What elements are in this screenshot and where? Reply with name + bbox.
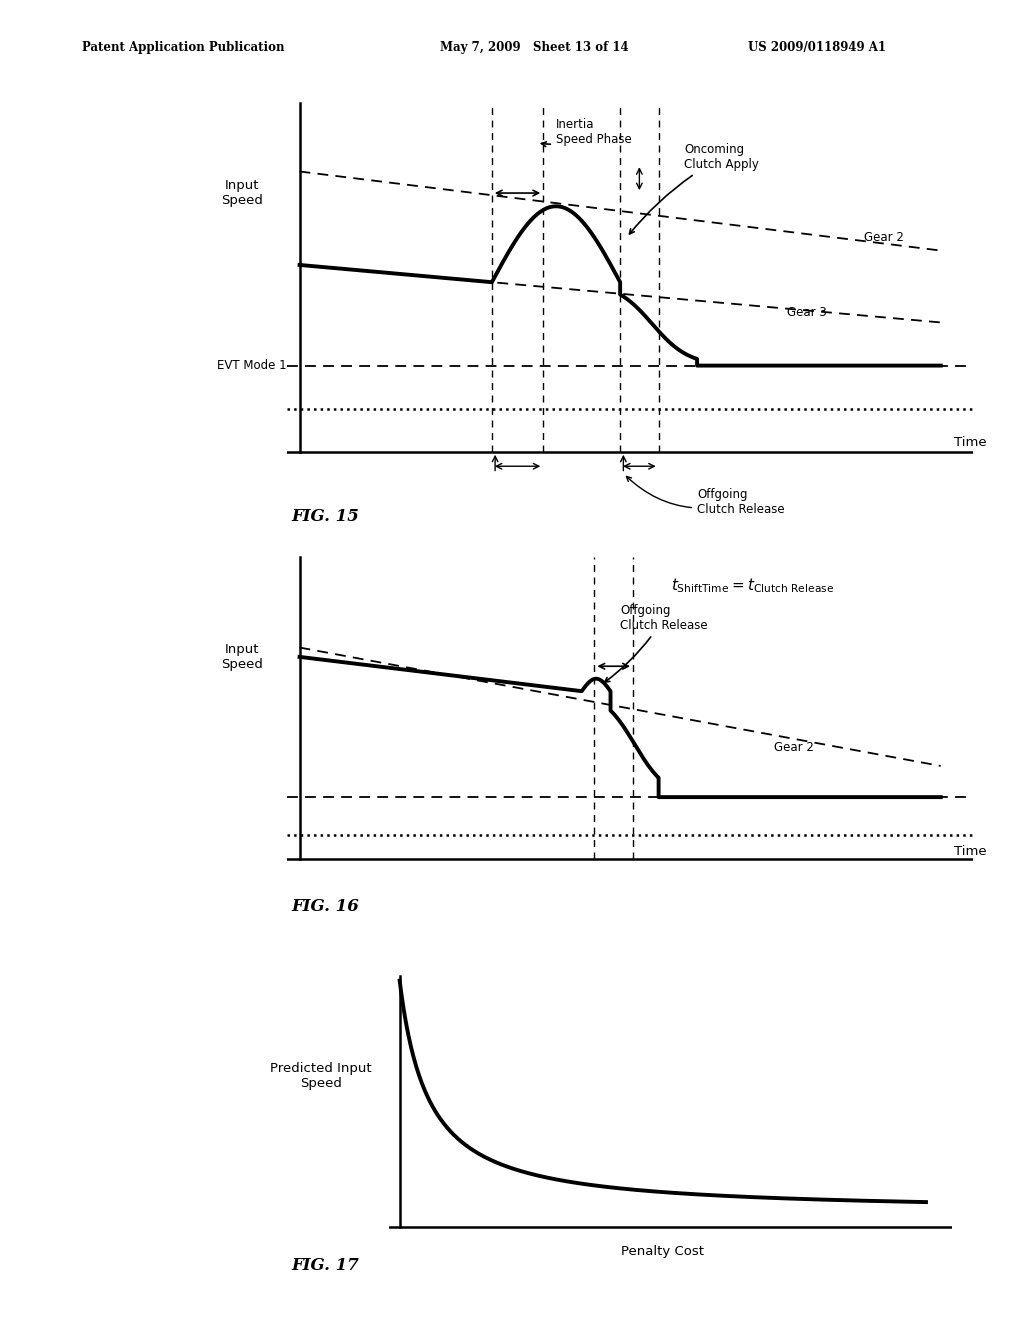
Text: May 7, 2009   Sheet 13 of 14: May 7, 2009 Sheet 13 of 14: [440, 41, 629, 54]
Text: Time: Time: [953, 845, 986, 858]
Text: Penalty Cost: Penalty Cost: [622, 1245, 705, 1258]
Text: Inertia
Speed Phase: Inertia Speed Phase: [542, 117, 632, 147]
Text: $t_{\mathrm{ShiftTime}}$$= t_{\mathrm{Clutch\ Release}}$: $t_{\mathrm{ShiftTime}}$$= t_{\mathrm{Cl…: [672, 576, 835, 594]
Text: Input
Speed: Input Speed: [221, 180, 263, 207]
Text: Gear 2: Gear 2: [864, 231, 903, 244]
Text: US 2009/0118949 A1: US 2009/0118949 A1: [748, 41, 886, 54]
Text: Input
Speed: Input Speed: [221, 643, 263, 671]
Text: Patent Application Publication: Patent Application Publication: [82, 41, 285, 54]
Text: EVT Mode 1: EVT Mode 1: [217, 359, 287, 372]
Text: Oncoming
Clutch Apply: Oncoming Clutch Apply: [630, 143, 759, 234]
Text: Gear 2: Gear 2: [774, 742, 814, 754]
Text: FIG. 15: FIG. 15: [292, 508, 359, 525]
Text: Offgoing
Clutch Release: Offgoing Clutch Release: [627, 477, 784, 516]
Text: Predicted Input
Speed: Predicted Input Speed: [270, 1063, 372, 1090]
Text: Offgoing
Clutch Release: Offgoing Clutch Release: [604, 605, 708, 682]
Text: Time: Time: [953, 437, 986, 449]
Text: FIG. 17: FIG. 17: [292, 1257, 359, 1274]
Text: Gear 3: Gear 3: [786, 306, 826, 319]
Text: FIG. 16: FIG. 16: [292, 898, 359, 915]
